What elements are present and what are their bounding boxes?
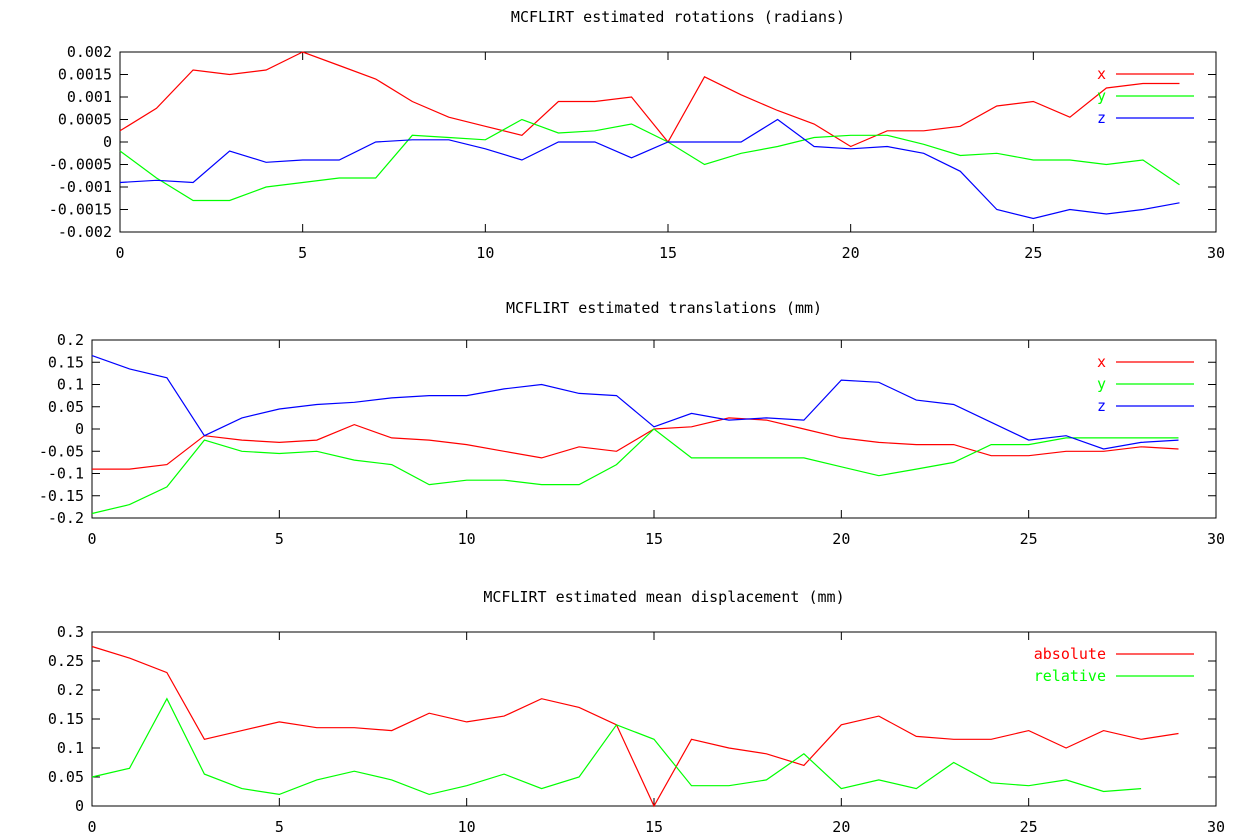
legend-label-z: z — [1097, 397, 1106, 415]
x-tick-label: 30 — [1207, 244, 1225, 262]
x-tick-label: 25 — [1024, 244, 1042, 262]
series-line-x — [119, 51, 1180, 148]
y-tick-label: 0 — [75, 420, 84, 438]
x-tick-label: 20 — [832, 818, 850, 836]
x-tick-label: 20 — [832, 530, 850, 548]
y-tick-label: 0.1 — [57, 376, 84, 394]
x-tick-label: 0 — [87, 818, 96, 836]
y-tick-label: -0.05 — [39, 442, 84, 460]
legend-label-z: z — [1097, 109, 1106, 127]
series-line-x — [92, 417, 1179, 470]
legend-label-absolute: absolute — [1034, 645, 1106, 663]
series-line-relative — [91, 697, 1142, 796]
y-tick-label: 0.05 — [48, 398, 84, 416]
x-tick-label: 0 — [115, 244, 124, 262]
x-tick-label: 10 — [458, 818, 476, 836]
legend-label-relative: relative — [1034, 667, 1106, 685]
y-tick-label: 0.0015 — [58, 66, 112, 84]
x-tick-label: 30 — [1207, 530, 1225, 548]
y-tick-label: 0.15 — [48, 710, 84, 728]
chart-panel-1: MCFLIRT estimated rotations (radians) 0.0… — [49, 8, 1225, 262]
y-tick-label: 0.2 — [57, 331, 84, 349]
y-tick-label: -0.001 — [58, 178, 112, 196]
y-tick-label: 0.2 — [57, 681, 84, 699]
y-tick-label: 0.3 — [57, 623, 84, 641]
y-tick-label: 0.25 — [48, 652, 84, 670]
y-tick-label: 0.05 — [48, 768, 84, 786]
legend-label-x: x — [1097, 353, 1106, 371]
legend-label-y: y — [1097, 87, 1106, 105]
legend-label-x: x — [1097, 65, 1106, 83]
y-tick-label: -0.0005 — [49, 156, 112, 174]
y-tick-label: 0.0005 — [58, 111, 112, 129]
y-tick-label: 0.001 — [67, 88, 112, 106]
x-tick-label: 5 — [298, 244, 307, 262]
chart-panel-2: MCFLIRT estimated translations (mm) 0.2 0.… — [39, 299, 1225, 548]
y-tick-label: -0.0015 — [49, 201, 112, 219]
series-line-z — [119, 118, 1180, 220]
x-tick-label: 10 — [476, 244, 494, 262]
chart-title: MCFLIRT estimated translations (mm) — [506, 299, 822, 317]
x-tick-label: 30 — [1207, 818, 1225, 836]
x-tick-label: 5 — [275, 818, 284, 836]
chart-panel-3: MCFLIRT estimated mean displacement (mm)… — [48, 588, 1225, 836]
x-tick-label: 15 — [659, 244, 677, 262]
y-tick-label: 0 — [103, 133, 112, 151]
y-tick-label: -0.002 — [58, 223, 112, 241]
x-tick-label: 25 — [1020, 818, 1038, 836]
series-line-y — [91, 428, 1179, 515]
y-tick-label: 0.15 — [48, 353, 84, 371]
y-tick-label: -0.15 — [39, 487, 84, 505]
x-tick-label: 15 — [645, 530, 663, 548]
x-tick-label: 0 — [87, 530, 96, 548]
series-line-y — [119, 118, 1180, 202]
x-tick-label: 25 — [1020, 530, 1038, 548]
x-tick-label: 10 — [458, 530, 476, 548]
x-tick-label: 5 — [275, 530, 284, 548]
y-tick-label: 0.1 — [57, 739, 84, 757]
chart-title: MCFLIRT estimated rotations (radians) — [511, 8, 845, 26]
y-tick-label: -0.1 — [48, 465, 84, 483]
legend-label-y: y — [1097, 375, 1106, 393]
series-line-absolute — [91, 645, 1179, 808]
chart-title: MCFLIRT estimated mean displacement (mm) — [483, 588, 844, 606]
y-tick-label: -0.2 — [48, 509, 84, 527]
y-tick-label: 0 — [75, 797, 84, 815]
y-tick-label: 0.002 — [67, 43, 112, 61]
x-tick-label: 20 — [842, 244, 860, 262]
x-tick-label: 15 — [645, 818, 663, 836]
series-line-z — [91, 355, 1179, 450]
